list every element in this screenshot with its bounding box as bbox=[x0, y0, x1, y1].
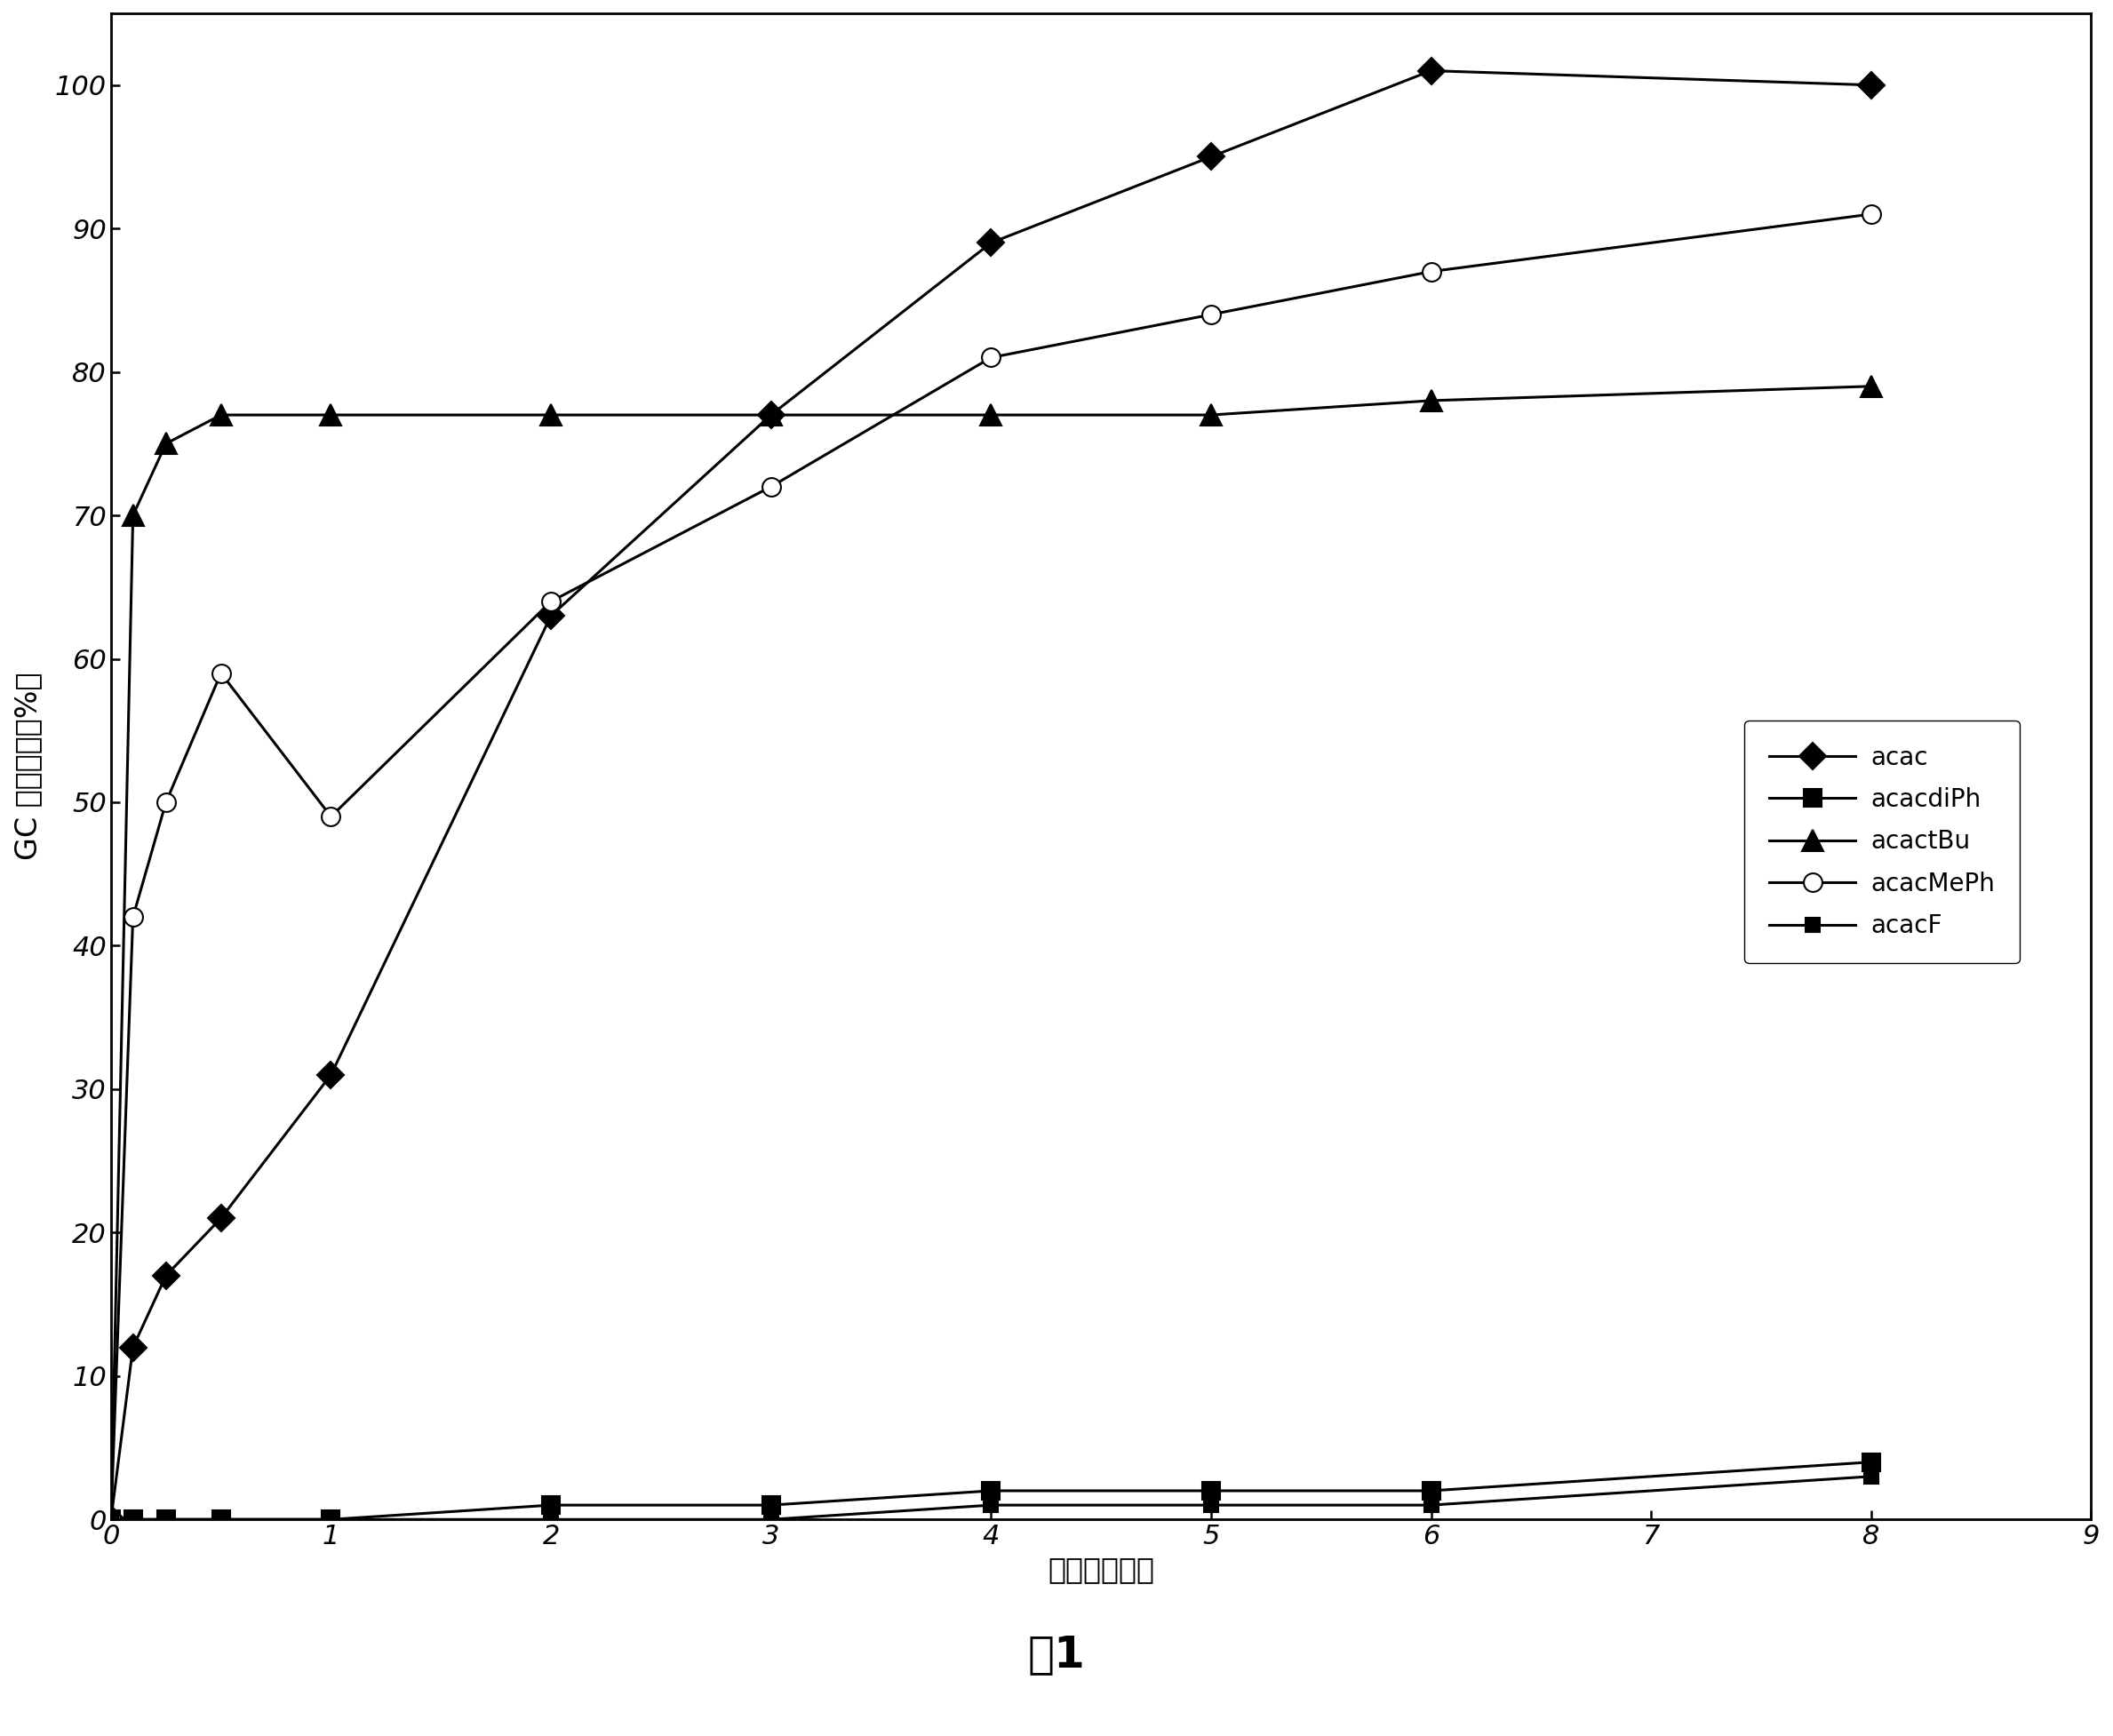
Legend: acac, acacdiPh, acactBu, acacMePh, acacF: acac, acacdiPh, acactBu, acacMePh, acacF bbox=[1745, 720, 2020, 963]
acacF bbox=[1198, 1495, 1223, 1516]
acacdiPh bbox=[1418, 1481, 1443, 1502]
acacMePh bbox=[978, 347, 1004, 368]
acactBu bbox=[154, 434, 180, 455]
acactBu bbox=[1418, 391, 1443, 411]
acactBu bbox=[1198, 404, 1223, 425]
acacdiPh bbox=[978, 1481, 1004, 1502]
Line: acacdiPh: acacdiPh bbox=[101, 1453, 1881, 1528]
acactBu bbox=[978, 404, 1004, 425]
acactBu bbox=[1857, 377, 1883, 398]
acacdiPh bbox=[1198, 1481, 1223, 1502]
acacMePh bbox=[1418, 260, 1443, 281]
acac bbox=[978, 233, 1004, 253]
acacMePh bbox=[209, 663, 235, 684]
acac bbox=[209, 1208, 235, 1229]
acacMePh bbox=[319, 806, 344, 826]
Line: acac: acac bbox=[101, 61, 1881, 1529]
acacdiPh bbox=[539, 1495, 564, 1516]
acacF bbox=[99, 1509, 125, 1529]
acacMePh bbox=[539, 590, 564, 611]
acac bbox=[1418, 61, 1443, 82]
Line: acactBu: acactBu bbox=[101, 375, 1881, 1529]
X-axis label: 时间（小时）: 时间（小时） bbox=[1048, 1554, 1154, 1583]
acacMePh bbox=[759, 476, 784, 496]
acactBu bbox=[319, 404, 344, 425]
acac bbox=[99, 1509, 125, 1529]
acacMePh bbox=[1857, 203, 1883, 224]
acacF bbox=[759, 1509, 784, 1529]
acactBu bbox=[759, 404, 784, 425]
acacF bbox=[319, 1509, 344, 1529]
acac bbox=[1198, 146, 1223, 167]
acacdiPh bbox=[209, 1509, 235, 1529]
acactBu bbox=[539, 404, 564, 425]
Text: 图1: 图1 bbox=[1027, 1634, 1086, 1675]
acac bbox=[1857, 75, 1883, 95]
acacdiPh bbox=[154, 1509, 180, 1529]
acacF bbox=[1418, 1495, 1443, 1516]
acactBu bbox=[209, 404, 235, 425]
acac bbox=[759, 404, 784, 425]
acacMePh bbox=[99, 1509, 125, 1529]
acacMePh bbox=[1198, 304, 1223, 325]
acacF bbox=[539, 1509, 564, 1529]
acacdiPh bbox=[99, 1509, 125, 1529]
acacdiPh bbox=[319, 1509, 344, 1529]
acac bbox=[539, 606, 564, 627]
acac bbox=[319, 1064, 344, 1085]
acac bbox=[154, 1266, 180, 1286]
acacMePh bbox=[154, 792, 180, 812]
acacdiPh bbox=[759, 1495, 784, 1516]
acacF bbox=[209, 1509, 235, 1529]
acactBu bbox=[120, 505, 146, 526]
acacMePh bbox=[120, 906, 146, 927]
acacF bbox=[120, 1509, 146, 1529]
acacF bbox=[978, 1495, 1004, 1516]
acacdiPh bbox=[1857, 1451, 1883, 1472]
acac bbox=[120, 1337, 146, 1358]
acactBu bbox=[99, 1509, 125, 1529]
acacdiPh bbox=[120, 1509, 146, 1529]
Y-axis label: GC 转化（面积%）: GC 转化（面积%） bbox=[13, 672, 42, 861]
Line: acacF: acacF bbox=[104, 1470, 1878, 1526]
acacF bbox=[1857, 1465, 1883, 1486]
acacF bbox=[154, 1509, 180, 1529]
Line: acacMePh: acacMePh bbox=[101, 205, 1881, 1529]
